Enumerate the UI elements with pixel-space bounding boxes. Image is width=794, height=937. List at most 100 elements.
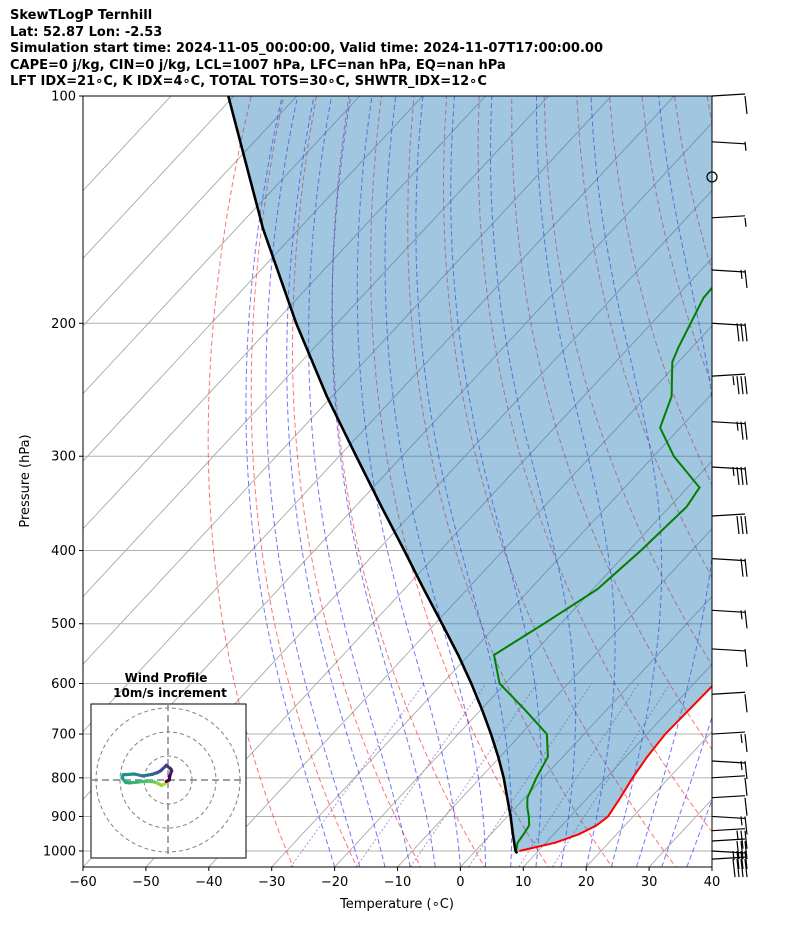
wind-barb-flag [740,466,744,486]
isotherm-line [83,96,612,665]
mixing-ratio-line [467,683,593,867]
background-lines [207,96,794,870]
hodograph-subtitle: 10m/s increment [113,686,227,700]
wind-barb-flag [744,95,748,115]
y-tick-label: 700 [51,728,76,743]
wind-barb-flag [744,466,748,486]
profile-lines [227,96,712,855]
mixing-ratio-line [409,683,538,867]
y-tick-label: 500 [51,617,76,632]
wind-barb-staff [711,828,746,832]
x-axis: −60 −50 −40 −30 −20 −10 0 10 20 30 40 [69,867,720,890]
wind-barb-flag [740,376,744,395]
wind-barb-flag [732,859,736,878]
wind-barb-flag [744,760,748,780]
location-line: Lat: 52.87 Lon: -2.53 [10,24,163,40]
wind-barb-staff [711,269,746,273]
wind-barb-half-flag [740,760,743,771]
y-axis-label: Pressure (hPa) [18,434,33,527]
chart-title: SkewTLogP Ternhill [10,8,153,23]
mixing-ratio-line [289,683,425,867]
wind-barb-flag [740,859,744,878]
wind-barb-flag [736,466,740,486]
mixing-ratio-line [518,683,640,867]
wind-barb-flag [736,323,740,342]
dry-adiabat [576,96,712,579]
moist-adiabat [415,96,513,867]
isotherm-line [522,663,712,867]
wind-barb-flag [744,515,748,535]
wind-barb-staff [711,466,746,470]
moist-adiabat [384,96,487,867]
dewpoint-line [492,286,712,852]
dry-adiabat [250,96,358,867]
dry-adiabat [207,96,294,867]
wind-barb-flag [744,777,748,796]
moist-adiabat [450,96,542,867]
moist-adiabat [737,96,794,867]
y-tick-label: 200 [51,317,76,332]
wind-barb-flag [740,421,744,440]
wind-barb-half-flag [736,830,739,840]
moist-adiabat [331,96,436,867]
wind-barb-flag [736,515,740,535]
wind-barb-half-flag [740,269,743,280]
dry-adiabat [477,96,712,833]
wind-barb-half-flag [744,141,747,151]
wind-barb-staff [711,731,746,735]
moist-adiabat [308,96,411,867]
moist-adiabat [686,798,712,867]
wind-barb-half-flag [740,610,743,620]
wind-barb-flag [744,558,748,577]
wind-barb-flag [744,421,748,440]
isotherm-line [459,595,712,867]
x-tick-label: 30 [641,875,658,890]
wind-barb-flag [744,648,748,668]
dry-adiabat [511,96,712,751]
wind-barb-staff [711,775,746,779]
moist-adiabat [489,96,576,867]
y-tick-label: 1000 [43,845,76,860]
wind-barb-flag [744,859,748,878]
dry-adiabat [772,96,794,870]
moist-adiabat [661,715,712,867]
dry-adiabat [608,96,712,487]
wind-barb-flag [744,376,748,395]
isotherm-line [585,731,712,867]
wind-barb-flag [744,816,748,835]
wind-barb-half-flag [740,733,743,744]
isotherm-line [83,122,712,800]
wind-barb-flag [740,850,744,870]
wind-barb-staff [711,838,746,842]
wind-barb-half-flag [732,466,735,477]
dry-adiabat [740,96,794,870]
wind-barb-flag [744,323,748,342]
wind-barb-flag [744,269,748,289]
y-tick-label: 100 [51,90,76,105]
wind-barb-staff [711,648,746,652]
x-tick-label: 0 [456,875,464,890]
x-tick-label: −60 [69,875,96,890]
wind-barb-flag [740,515,744,535]
hodograph-plot [91,704,246,858]
stability-line: CAPE=0 j/kg, CIN=0 j/kg, LCL=1007 hPa, L… [10,57,506,73]
wind-barb-flag [744,610,748,629]
wind-barb-flag [744,840,748,860]
wind-barb-staff [711,815,746,820]
moist-adiabat [636,96,712,867]
wind-barb-half-flag [732,376,735,386]
hodograph-segment [164,778,171,784]
wind-barb-half-flag [732,850,735,861]
hodograph-title: Wind Profile [125,671,208,685]
x-tick-label: 40 [704,875,721,890]
wind-barb-staff [711,215,746,219]
isotherm-line [83,96,486,530]
wind-barb-flag [736,840,740,860]
y-axis: 100 200 300 400 500 600 700 800 900 1000 [43,90,83,860]
wind-barb-staff [711,850,746,854]
wind-barb-staff [711,322,746,326]
wind-barb-flag [740,840,744,860]
parcel-path-line [227,96,519,855]
dry-adiabat [331,96,486,867]
